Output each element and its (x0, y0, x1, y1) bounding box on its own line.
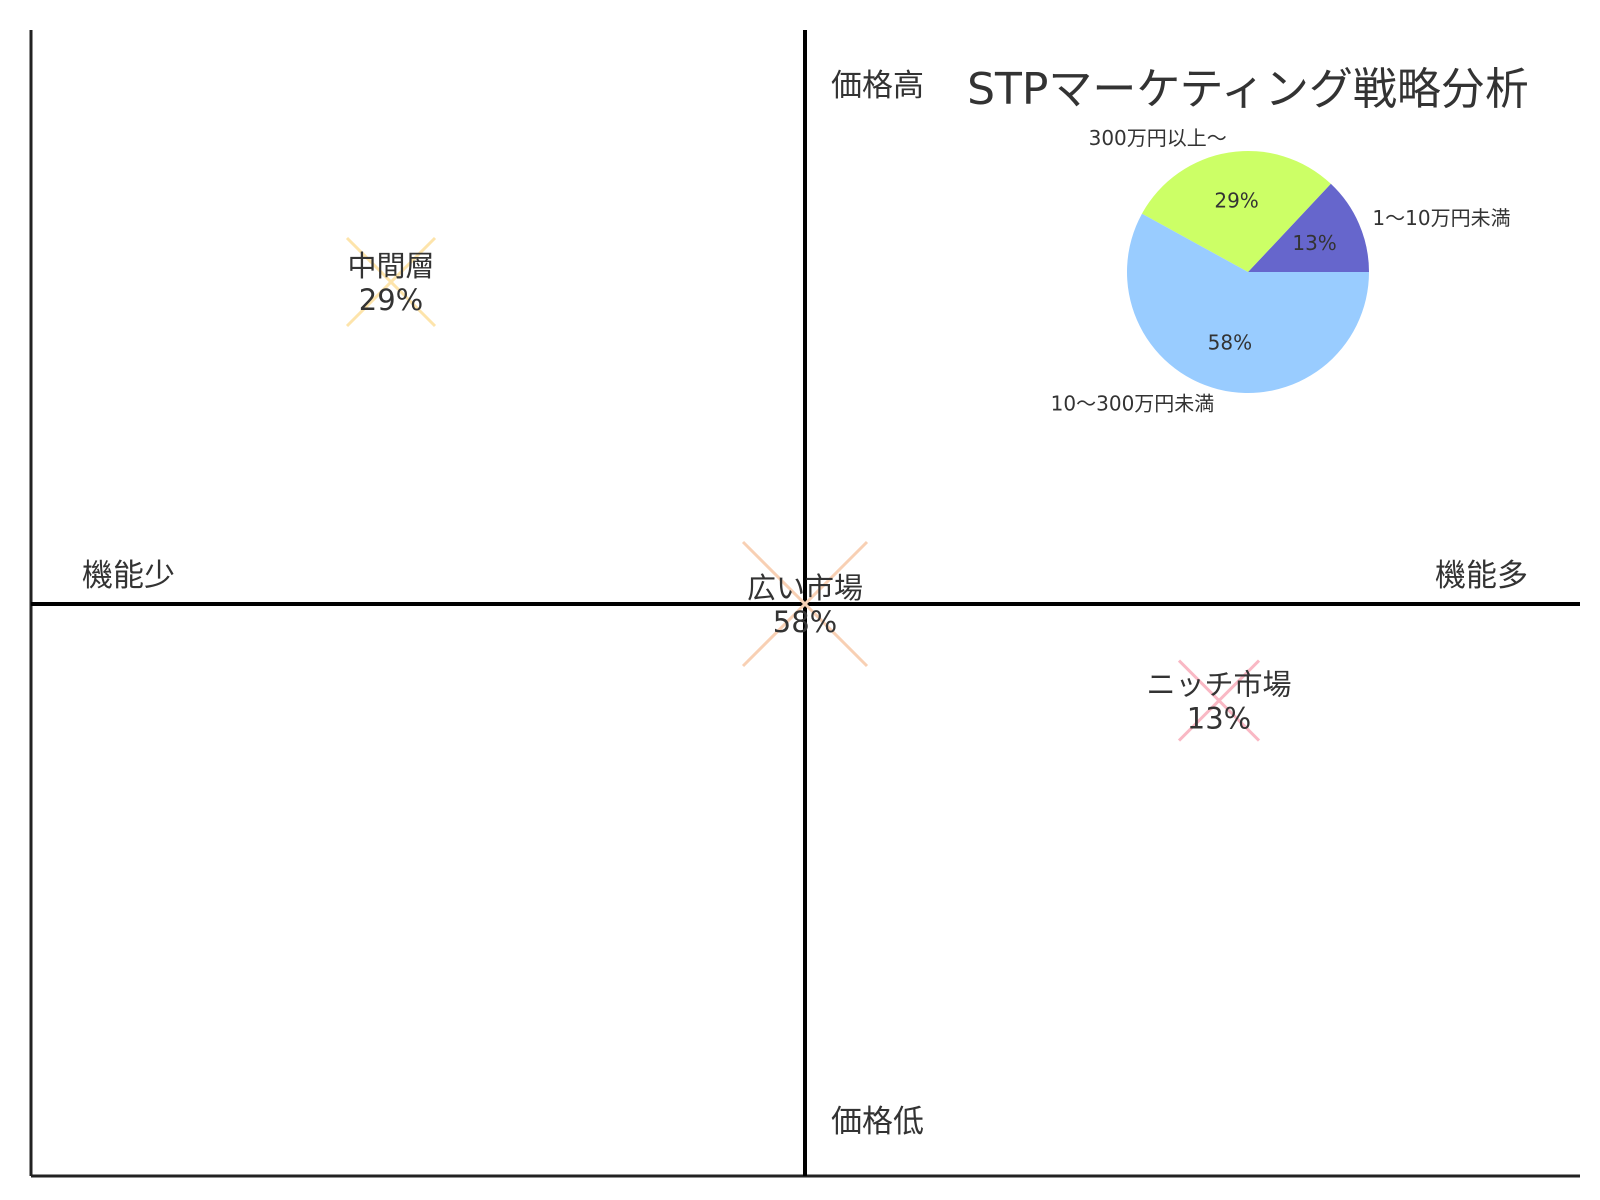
pie-slice-2 (1141, 150, 1331, 272)
pie-slice-3 (1126, 213, 1369, 394)
axis-label-top: 価格高 (831, 68, 924, 104)
segment-share-label: 29% (359, 283, 423, 317)
axis-label-bottom: 価格低 (831, 1104, 924, 1140)
pie-category-label: 1〜10万円未満 (1372, 206, 1510, 230)
pie-category-label: 300万円以上〜 (1089, 126, 1227, 150)
segment-share-label: 13% (1187, 702, 1251, 736)
segment-name-label: 広い市場 (747, 571, 863, 605)
pie-slice-1 (1248, 183, 1369, 272)
segment-name-label: 中間層 (347, 249, 434, 283)
marker-cross-line (1177, 659, 1261, 742)
pie-category-label: 10〜300万円未満 (1051, 391, 1215, 415)
axis-label-left: 機能少 (82, 558, 175, 594)
marker-cross-line (741, 540, 869, 668)
price-pie-chart: 13% 1〜10万円未満 29% 300万円以上〜 58% 10〜300万円未満 (1051, 126, 1511, 415)
pie-percent-label: 29% (1214, 188, 1258, 212)
pie-percent-label: 13% (1292, 231, 1336, 255)
marker-cross-line (345, 236, 437, 328)
segment-share-label: 58% (773, 605, 837, 639)
chart-title: STPマーケティング戦略分析 (967, 64, 1529, 115)
axis-label-right: 機能多 (1435, 558, 1528, 594)
segment-name-label: ニッチ市場 (1146, 668, 1291, 702)
pie-percent-label: 58% (1208, 330, 1252, 354)
